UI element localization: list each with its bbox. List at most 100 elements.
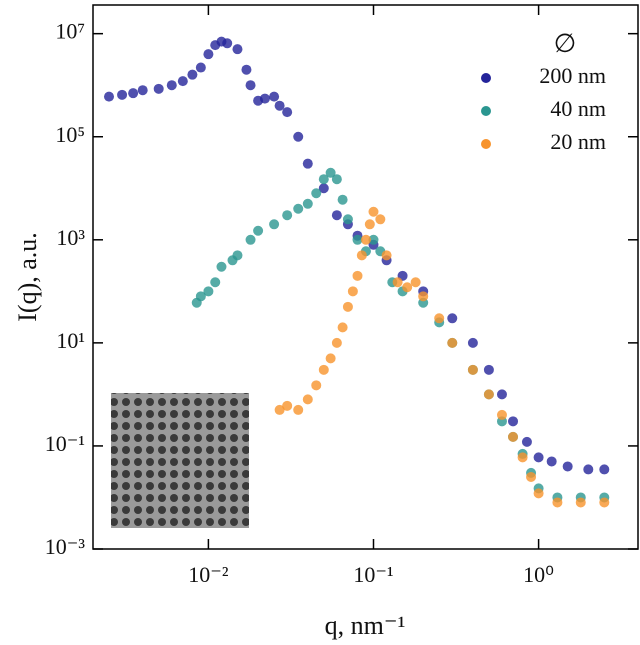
y-axis-label: I(q), a.u. [13, 232, 42, 322]
data-point [360, 234, 371, 245]
data-point [331, 174, 342, 185]
data-point [575, 497, 586, 508]
data-point [410, 277, 421, 288]
data-point [222, 38, 233, 49]
data-point [533, 488, 544, 499]
data-point [282, 107, 293, 118]
data-point [402, 282, 413, 293]
data-point [337, 194, 348, 205]
data-point [526, 471, 537, 482]
data-point [241, 64, 252, 75]
legend-label: 200 nm [539, 63, 606, 88]
legend-label: 20 nm [550, 129, 606, 154]
data-point [337, 322, 348, 333]
data-point [274, 404, 285, 415]
data-point [274, 100, 285, 111]
data-point [195, 291, 206, 302]
plot-frame [92, 4, 639, 550]
data-point [187, 69, 198, 80]
x-tick-label: 10⁰ [523, 562, 554, 587]
legend-marker [481, 73, 491, 83]
data-point [583, 464, 594, 475]
legend-marker [481, 139, 491, 149]
data-point [331, 210, 342, 221]
data-point [533, 452, 544, 463]
y-tick-label: 10³ [56, 225, 85, 250]
data-point [447, 337, 458, 348]
data-point [253, 225, 264, 236]
data-point [232, 44, 243, 55]
data-point [517, 452, 528, 463]
inset-micrograph [111, 393, 249, 528]
data-point [177, 76, 188, 87]
data-point [342, 214, 353, 225]
data-point [128, 88, 139, 99]
data-point [368, 206, 379, 217]
data-point [103, 91, 114, 102]
legend-label: 40 nm [550, 96, 606, 121]
data-point [232, 250, 243, 261]
data-point [331, 337, 342, 348]
data-point [325, 353, 336, 364]
y-tick-label: 10⁻¹ [45, 431, 85, 456]
data-point [245, 234, 256, 245]
data-point [282, 400, 293, 411]
data-point [352, 234, 363, 245]
data-point [562, 461, 573, 472]
x-tick-label: 10⁻¹ [353, 562, 393, 587]
data-point [318, 364, 329, 375]
data-point [311, 188, 322, 199]
y-tick-label: 10⁻³ [45, 534, 86, 559]
data-point [368, 234, 379, 245]
data-point [302, 198, 313, 209]
data-point [325, 167, 336, 178]
x-tick-label: 10⁻² [188, 562, 229, 587]
data-point [269, 91, 280, 102]
y-tick-label: 10⁷ [55, 19, 85, 44]
data-point [318, 174, 329, 185]
data-point [245, 80, 256, 91]
data-point [216, 261, 227, 272]
data-point [153, 83, 164, 94]
data-point [356, 250, 367, 261]
data-point [203, 286, 214, 297]
data-point [269, 219, 280, 230]
data-point [342, 301, 353, 312]
data-point [418, 291, 429, 302]
data-point [311, 380, 322, 391]
data-point [117, 89, 128, 100]
data-point [546, 456, 557, 467]
data-point [467, 337, 478, 348]
data-point [496, 389, 507, 400]
data-point [508, 431, 519, 442]
data-point [552, 497, 563, 508]
data-point [467, 364, 478, 375]
data-point [210, 277, 221, 288]
legend-marker [481, 106, 491, 116]
data-point [293, 404, 304, 415]
data-point [381, 250, 392, 261]
data-point [375, 214, 386, 225]
data-point [302, 394, 313, 405]
data-point [347, 286, 358, 297]
y-tick-label: 10¹ [56, 328, 85, 353]
data-point [203, 49, 214, 60]
data-point [508, 416, 519, 427]
data-point [434, 313, 445, 324]
data-point [302, 158, 313, 169]
data-point [364, 219, 375, 230]
data-point [166, 80, 177, 91]
y-tick-label: 10⁵ [55, 122, 85, 147]
data-point [293, 131, 304, 142]
data-point [392, 277, 403, 288]
data-point [483, 364, 494, 375]
x-axis-label: q, nm⁻¹ [325, 611, 406, 640]
data-point [599, 464, 610, 475]
data-point [483, 389, 494, 400]
data-point [259, 93, 270, 104]
legend-title: ∅ [554, 29, 577, 58]
data-point [352, 270, 363, 281]
data-point [447, 313, 458, 324]
data-point [282, 210, 293, 221]
